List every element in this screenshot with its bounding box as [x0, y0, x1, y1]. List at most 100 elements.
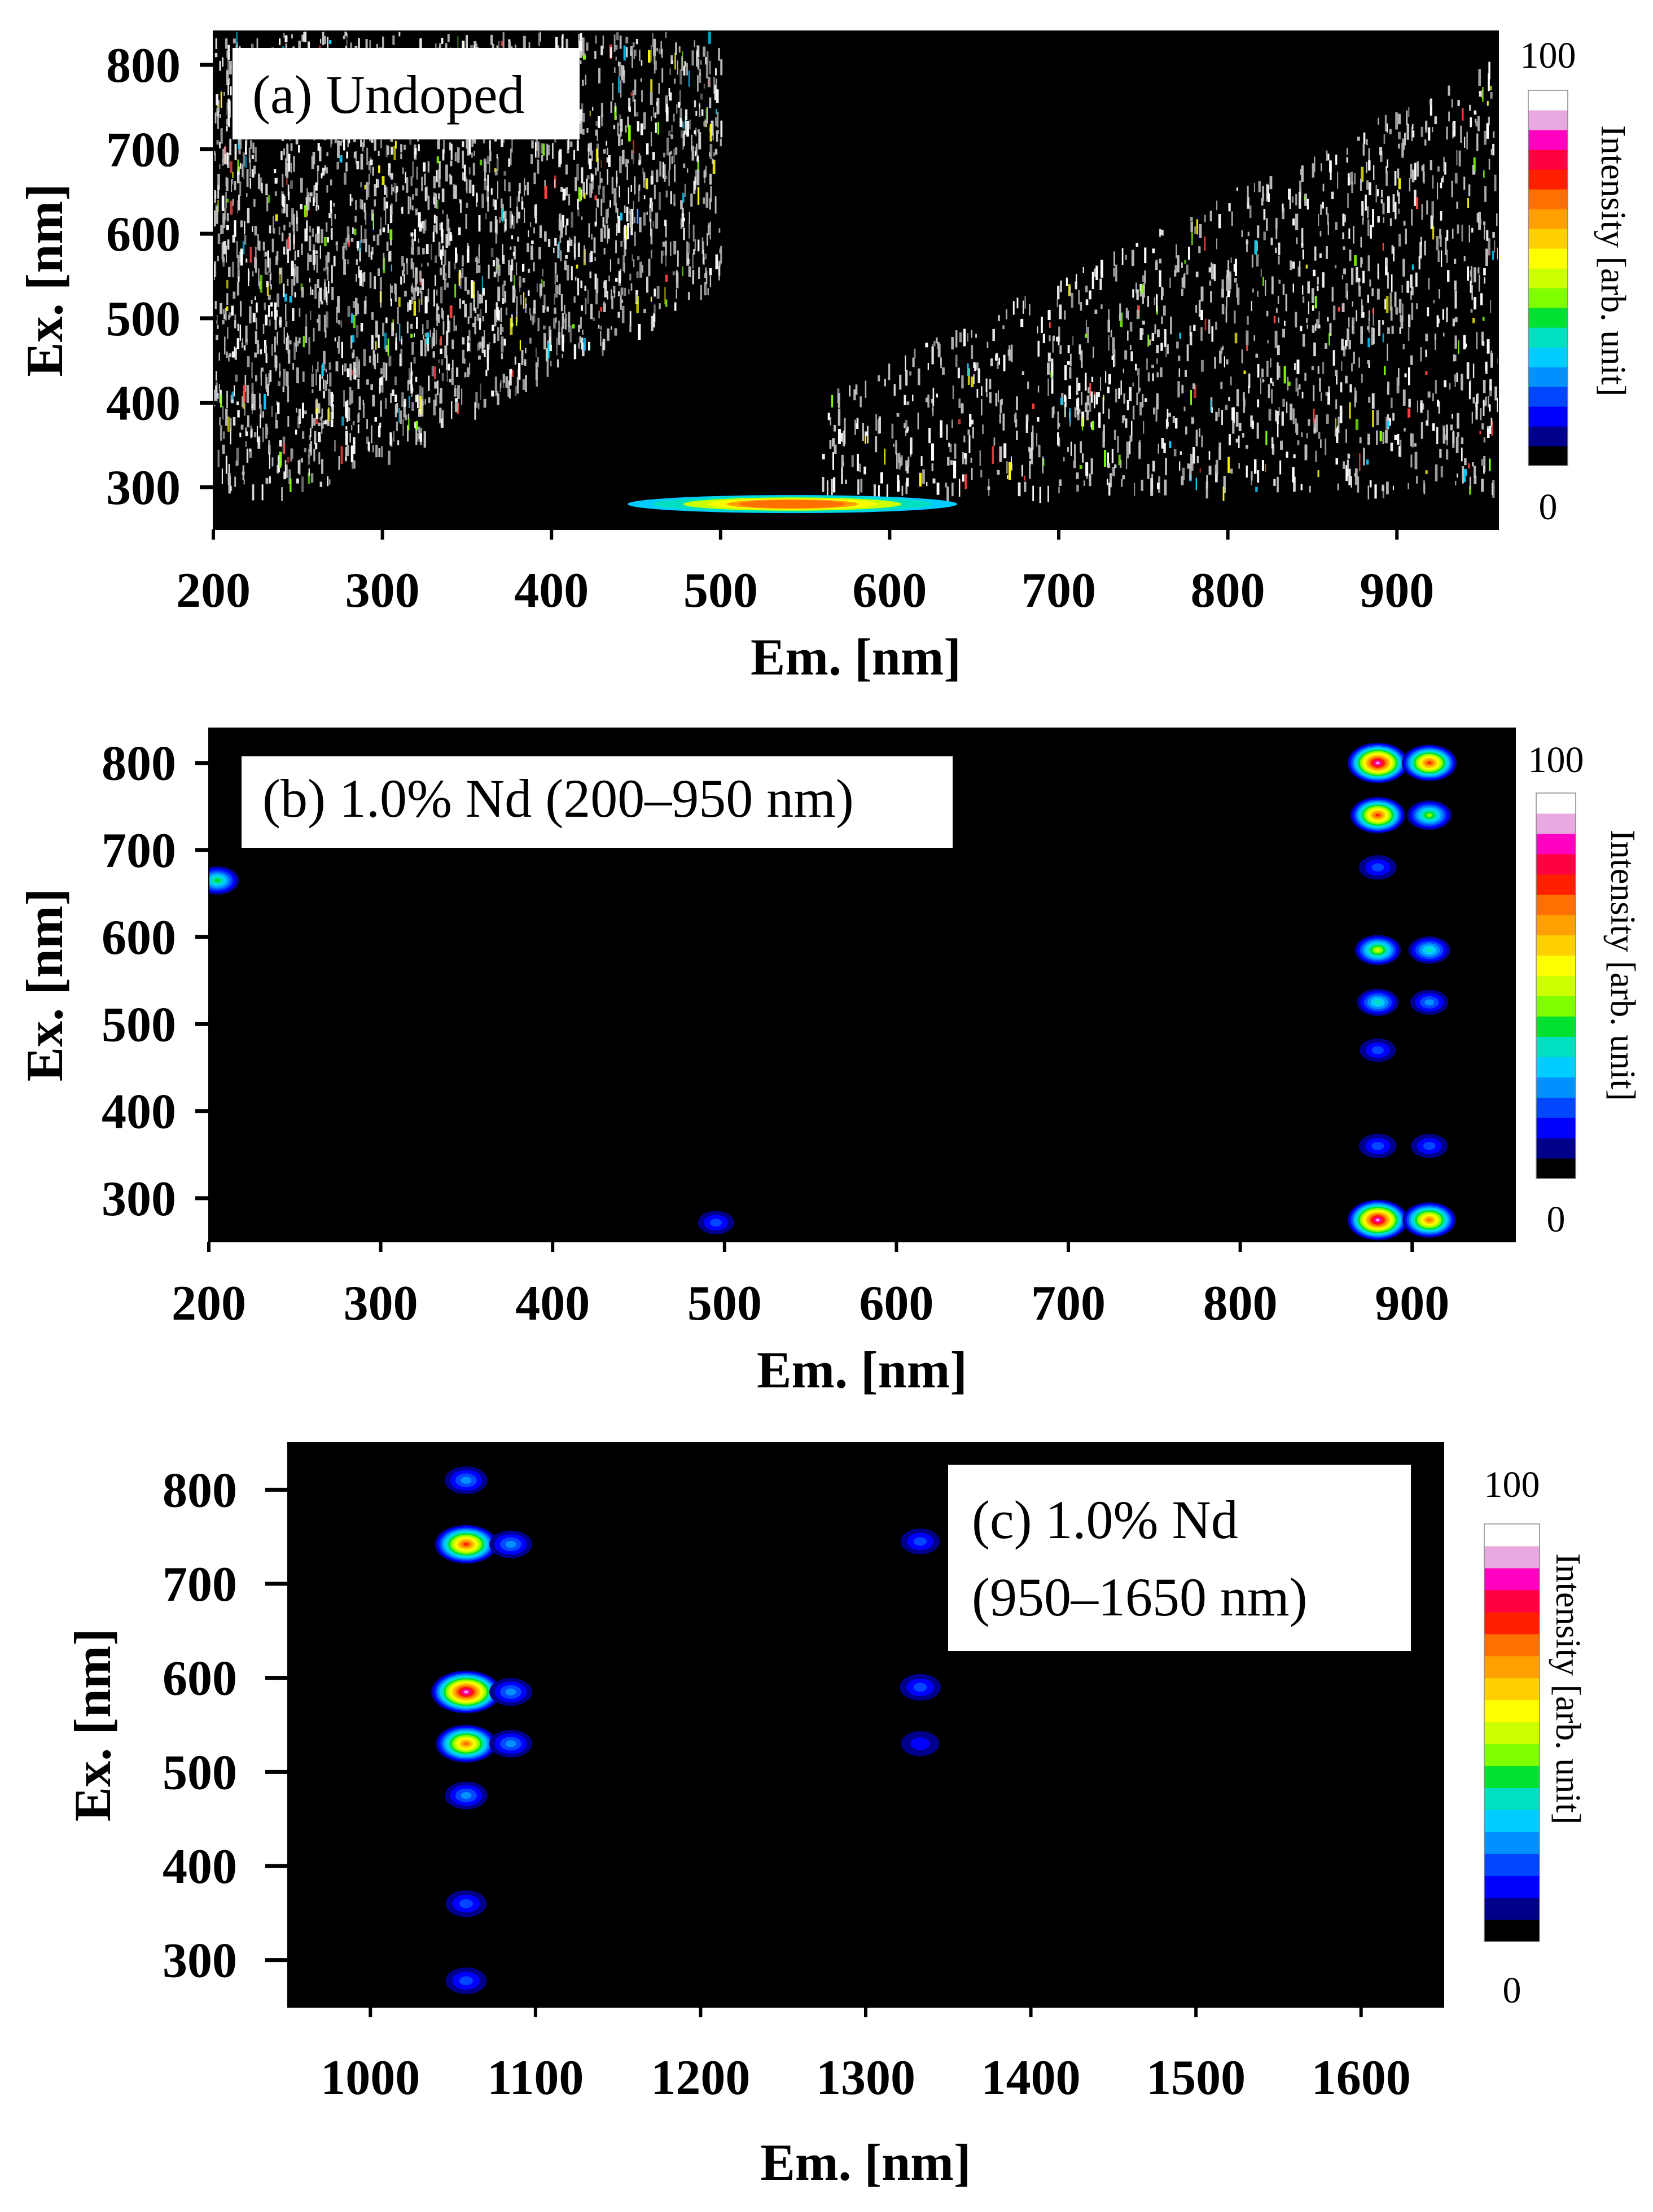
x-tick-label: 800 [1203, 1276, 1278, 1331]
x-tick-label: 1300 [816, 2051, 915, 2105]
y-tick-label: 300 [106, 461, 181, 515]
colorbar-step [1528, 268, 1568, 288]
x-tick-label: 1500 [1146, 2051, 1246, 2105]
peak-1085-742 [489, 1530, 532, 1558]
colorbar-title: Intensity [arb. unit] [1594, 125, 1632, 396]
colorbar-step [1528, 406, 1568, 427]
x-axis-title: Em. [nm] [760, 2134, 971, 2191]
colorbar-step [1536, 894, 1576, 916]
colorbar-step [1484, 1722, 1540, 1745]
colorbar-title: Intensity [arb. unit] [1603, 830, 1642, 1101]
peak-880-360 [1359, 1133, 1397, 1158]
x-axis-title: Em. [nm] [751, 628, 961, 686]
y-tick-label: 400 [106, 376, 181, 431]
noise-right [822, 62, 1498, 503]
x-tick-label: 1100 [487, 2051, 584, 2105]
colorbar-step [1528, 248, 1568, 269]
colorbar-max-label: 100 [1528, 739, 1584, 781]
x-tick-label: 1200 [651, 2051, 750, 2105]
panel-label: (b) 1.0% Nd (200–950 nm) [262, 768, 854, 829]
panel-c: 1000 1100 1200 1300 1400 1500 1600 300 400 500 600… [64, 1442, 1587, 2191]
peak-1333-590 [900, 1674, 941, 1701]
plot-frame [208, 728, 1516, 1242]
colorbar-step [1484, 1920, 1540, 1942]
y-tick-label: 600 [163, 1652, 237, 1706]
colorbar-step [1536, 955, 1576, 976]
y-tick-label: 800 [102, 737, 176, 791]
colorbar-step [1484, 1567, 1540, 1591]
colorbar-step [1484, 1810, 1540, 1832]
plot-frame [213, 30, 1499, 530]
y-tick-label: 500 [106, 292, 181, 347]
y-tick-label: 500 [102, 997, 176, 1052]
peak-1058-475 [444, 1781, 488, 1810]
peak-910-800 [1401, 744, 1457, 782]
y-tick-label: 300 [102, 1172, 176, 1227]
colorbar-step [1528, 150, 1568, 170]
peak-880-470 [1360, 1038, 1396, 1062]
colorbar-step [1484, 1744, 1540, 1767]
peak-880-740 [1350, 796, 1406, 834]
y-tick-label: 700 [106, 123, 181, 178]
y-tick-label: 300 [163, 1934, 237, 1988]
colorbar-step [1528, 308, 1568, 328]
colorbar-step [1536, 996, 1576, 1017]
panel-b: 200 300 400 500 600 700 800 900 300 400 500 600 700 8… [16, 728, 1642, 1399]
colorbar-frame [1528, 90, 1568, 466]
colorbar-step [1536, 1138, 1576, 1159]
y-axis-title: Ex. [nm] [16, 888, 73, 1081]
y-tick-label: 700 [163, 1557, 237, 1612]
peak-1333-745 [900, 1528, 940, 1554]
peak-1058-585 [431, 1670, 501, 1714]
colorbar-step [1484, 1876, 1540, 1898]
colorbar-step [1536, 813, 1576, 834]
peak-1085-530 [489, 1729, 532, 1758]
colorbar-frame [1484, 1523, 1540, 1942]
y-tick-label: 400 [102, 1085, 176, 1140]
colorbar-step [1484, 1699, 1540, 1723]
colorbar-step [1484, 1611, 1540, 1635]
colorbar-step [1528, 446, 1568, 466]
x-tick-label: 400 [515, 1276, 590, 1331]
x-tick-label: 700 [1031, 1276, 1106, 1331]
colorbar-min-label: 0 [1503, 1970, 1522, 2011]
peak-910-585 [1408, 936, 1450, 964]
x-tick-label: 300 [344, 1276, 418, 1331]
peak-205-665 [209, 866, 239, 895]
colorbar-step [1536, 1077, 1576, 1098]
x-tick-label: 300 [345, 563, 420, 618]
y-tick-label: 500 [163, 1745, 237, 1800]
y-tick-label: 800 [106, 38, 181, 93]
x-tick-label: 1400 [981, 2051, 1081, 2105]
peak-1085-585 [489, 1678, 532, 1706]
colorbar-step [1528, 426, 1568, 446]
colorbar-min-label: 0 [1539, 487, 1558, 528]
peak-1058-530 [435, 1724, 497, 1763]
peak-1058-742 [435, 1525, 498, 1564]
y-tick-label: 600 [106, 207, 181, 262]
colorbar-title: Intensity [arb. unit] [1549, 1553, 1587, 1824]
colorbar: 100 0 Intensity [arb. unit] [1520, 35, 1633, 528]
x-tick-label: 800 [1191, 563, 1265, 618]
x-tick-label: 600 [859, 1276, 933, 1331]
panel-label: (950–1650 nm) [972, 1567, 1308, 1627]
panel-label-box [233, 48, 580, 139]
y-tick-label: 700 [102, 824, 176, 878]
heatmap-content [431, 1466, 941, 1994]
colorbar-step [1528, 209, 1568, 229]
panel-label-box [948, 1465, 1411, 1651]
colorbar-step [1484, 1766, 1540, 1788]
x-tick-label: 200 [176, 563, 251, 618]
peak-1333-530 [901, 1731, 940, 1757]
x-tick-label: 900 [1375, 1276, 1449, 1331]
peak-910-275 [1402, 1202, 1457, 1238]
x-tick-label: 1600 [1312, 2051, 1411, 2105]
colorbar-step [1536, 1036, 1576, 1057]
y-tick-label: 400 [163, 1839, 237, 1894]
heatmap-content [209, 742, 1457, 1241]
colorbar-step [1536, 914, 1576, 936]
colorbar-step [1536, 1016, 1576, 1037]
colorbar-step [1528, 387, 1568, 407]
x-tick-label: 1000 [321, 2051, 420, 2105]
